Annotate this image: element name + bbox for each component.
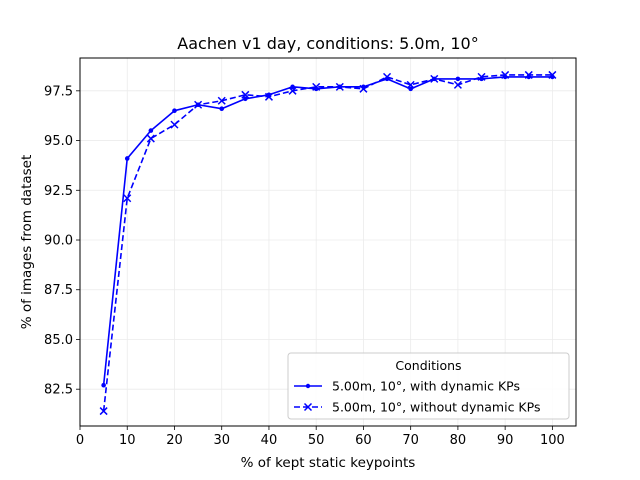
y-tick-label: 85.0	[44, 333, 73, 348]
data-point	[148, 128, 154, 133]
data-point	[335, 82, 344, 91]
legend-label-with-dynamic: 5.00m, 10°, with dynamic KPs	[332, 379, 520, 394]
data-point	[123, 194, 132, 203]
x-tick-label: 60	[355, 433, 372, 448]
data-point	[101, 382, 106, 388]
x-tick-label: 40	[261, 433, 278, 448]
x-tick-label: 70	[402, 433, 419, 448]
data-point	[264, 92, 273, 101]
data-point	[217, 96, 226, 105]
data-point	[288, 86, 297, 95]
legend-marker-with-dynamic	[305, 383, 311, 389]
data-point	[124, 156, 130, 161]
data-point	[99, 407, 108, 416]
legend-marker-without-dynamic	[303, 402, 313, 412]
plot-frame	[79, 57, 577, 427]
y-tick-label: 97.5	[44, 84, 73, 99]
data-point	[524, 70, 533, 79]
x-tick-label: 100	[540, 433, 565, 448]
y-tick-label: 90.0	[44, 234, 73, 249]
y-tick-label: 95.0	[44, 134, 73, 149]
legend: Conditions 5.00m, 10°, with dynamic KPs …	[287, 352, 570, 420]
x-tick-label: 90	[497, 433, 514, 448]
data-point	[501, 70, 510, 79]
data-point	[455, 76, 461, 82]
data-point	[406, 80, 415, 89]
x-axis-label: % of kept static keypoints	[241, 455, 416, 471]
data-point	[359, 84, 368, 93]
data-point	[219, 106, 225, 112]
x-tick-label: 20	[166, 433, 183, 448]
data-point	[243, 96, 248, 102]
data-point	[430, 74, 439, 83]
x-tick-label: 30	[213, 433, 230, 448]
x-axis: 0 10 20 30 40 50 60 70 80 90 100	[76, 426, 565, 448]
data-point	[453, 80, 462, 89]
data-point	[241, 90, 250, 99]
y-tick-label: 82.5	[44, 383, 73, 398]
series-line	[102, 74, 553, 412]
data-point	[477, 72, 486, 81]
x-tick-label: 80	[450, 433, 467, 448]
data-point	[170, 120, 179, 129]
legend-label-without-dynamic: 5.00m, 10°, without dynamic KPs	[332, 400, 540, 415]
y-tick-label: 92.5	[44, 184, 73, 199]
data-point	[312, 82, 321, 91]
series-layer	[99, 70, 557, 416]
data-point	[172, 108, 177, 114]
x-tick-label: 10	[119, 433, 136, 448]
data-point	[194, 100, 203, 109]
y-axis-label: % of images from dataset	[19, 155, 35, 330]
series-without-dynamic-kps	[99, 70, 557, 416]
y-tick-label: 87.5	[44, 283, 73, 298]
y-axis: 82.5 85.0 87.5 90.0 92.5 95.0 97.5	[44, 84, 80, 398]
data-point	[408, 86, 413, 92]
data-point	[146, 134, 155, 143]
data-point	[383, 72, 392, 81]
legend-title: Conditions	[395, 358, 461, 373]
x-tick-label: 0	[76, 433, 84, 448]
chart-title: Aachen v1 day, conditions: 5.0m, 10°	[177, 34, 478, 53]
x-tick-label: 50	[308, 433, 325, 448]
legend-box	[287, 352, 570, 420]
data-point	[548, 70, 557, 79]
data-point	[290, 84, 295, 90]
